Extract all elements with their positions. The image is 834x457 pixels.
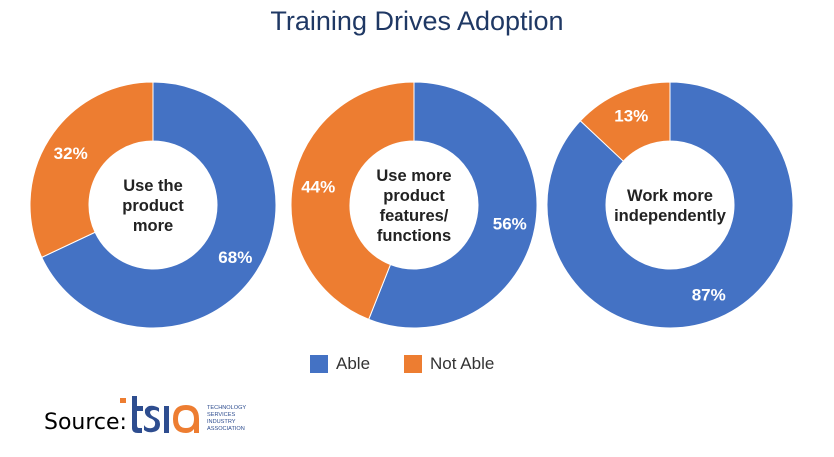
legend-label-not-able: Not Able	[430, 354, 495, 373]
donut-slice-able	[546, 81, 794, 329]
slice-data-label: 56%	[493, 214, 527, 233]
legend-swatch-able	[310, 355, 328, 373]
legend-item-able: Able	[310, 354, 370, 374]
source-label: Source:	[44, 410, 127, 435]
tsia-logo-t	[132, 396, 143, 433]
donut-slice-able	[41, 81, 277, 329]
tsia-logo: TECHNOLOGY SERVICES INDUSTRY ASSOCIATION	[120, 396, 246, 433]
donut-center-label: features/	[380, 207, 449, 225]
slice-data-label: 44%	[301, 178, 335, 197]
tsia-logo-i	[164, 406, 169, 433]
donut-center-label: product	[122, 197, 184, 215]
slice-data-label: 87%	[692, 285, 726, 304]
donut-center-label: functions	[377, 227, 451, 245]
donut-center-label: more	[133, 217, 173, 235]
tsia-caption-line: SERVICES	[207, 412, 235, 418]
tsia-logo-dot	[120, 398, 126, 403]
tsia-logo-s	[144, 405, 160, 433]
donut-slice-able	[368, 81, 538, 329]
slice-data-label: 68%	[218, 248, 252, 267]
donut-slice-not-able	[290, 81, 415, 321]
legend-item-not-able: Not Able	[404, 354, 494, 374]
donut-slice-not-able	[29, 81, 154, 259]
tsia-caption-line: ASSOCIATION	[207, 426, 245, 432]
legend: Able Not Able	[310, 354, 528, 374]
tsia-caption-line: INDUSTRY	[207, 419, 236, 425]
donut-slice-not-able	[579, 81, 671, 162]
donut-center-label: Work more	[627, 187, 713, 205]
legend-swatch-not-able	[404, 355, 423, 373]
chart-title: Training Drives Adoption	[270, 6, 564, 36]
tsia-logo-a	[173, 405, 199, 433]
legend-label-able: Able	[336, 354, 371, 373]
slice-data-label: 13%	[614, 107, 648, 126]
donut-center-label: independently	[614, 207, 727, 225]
tsia-caption-line: TECHNOLOGY	[207, 405, 246, 411]
donut-center-label: Use more	[376, 167, 451, 185]
slice-data-label: 32%	[54, 144, 88, 163]
donut-center-label: product	[383, 187, 445, 205]
donut-center-label: Use the	[123, 177, 183, 195]
